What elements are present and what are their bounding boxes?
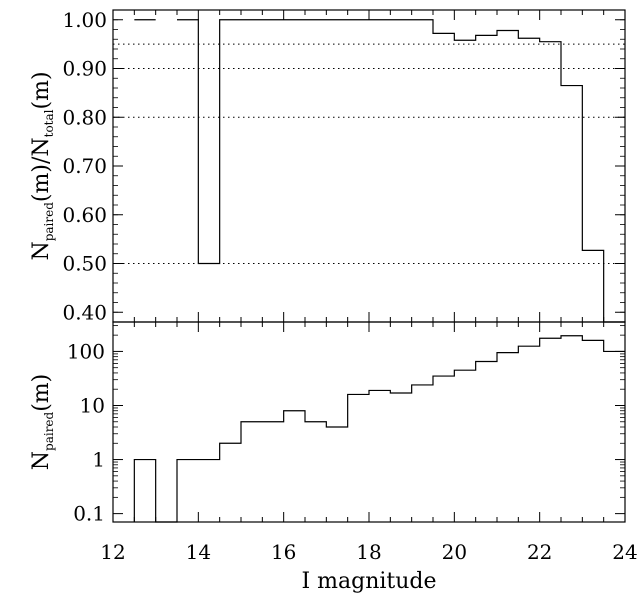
top-step-line (134, 19, 625, 323)
bottom-ytick-label: 0.1 (73, 502, 105, 526)
bottom-plot-frame (112, 321, 626, 523)
top-y-ticks: 0.40 0.50 0.60 0.70 0.80 0.90 1.00 (62, 8, 625, 324)
top-y-axis-label: Npaired(m)/Ntotal(m) (29, 71, 56, 260)
top-reference-lines (113, 43, 625, 264)
bottom-ylabel-end: (m) (29, 374, 54, 412)
bottom-xtick-label: 24 (612, 540, 637, 564)
top-ylabel-sub2: total (42, 109, 56, 137)
top-x-ticks (112, 10, 626, 322)
bottom-ylabel-main: N (29, 451, 54, 470)
bottom-panel: 0.1 1 10 100 12 14 16 18 20 22 24 Npaired(m) I ma… (29, 321, 638, 594)
top-ytick-label: 0.70 (62, 154, 107, 178)
top-ytick-label: 0.80 (62, 105, 107, 129)
top-ytick-label: 0.60 (62, 203, 107, 227)
top-ytick-label: 0.40 (62, 300, 107, 324)
bottom-xtick-label: 14 (186, 540, 211, 564)
bottom-ytick-label: 100 (67, 339, 105, 363)
bottom-ylabel-sub: paired (42, 411, 56, 451)
x-axis-label: I magnitude (301, 569, 436, 594)
top-ylabel-main: N (29, 241, 54, 260)
top-panel: 0.40 0.50 0.60 0.70 0.80 0.90 1.00 Npaired(m)/… (29, 8, 626, 324)
bottom-xtick-label: 20 (442, 540, 467, 564)
top-ytick-label: 0.90 (62, 57, 107, 81)
bottom-xtick-label: 16 (271, 540, 296, 564)
bottom-ytick-label: 10 (80, 393, 105, 417)
bottom-ytick-label: 1 (92, 448, 105, 472)
top-plot-frame (112, 9, 626, 323)
bottom-xtick-label: 22 (527, 540, 552, 564)
bottom-y-axis-label: Npaired(m) (29, 374, 56, 470)
bottom-step-line (133, 335, 625, 523)
bottom-x-ticks: 12 14 16 18 20 22 24 (100, 322, 638, 564)
bottom-xtick-label: 12 (100, 540, 125, 564)
top-ylabel-mid: (m)/N (29, 137, 54, 202)
top-ylabel-sub1: paired (42, 202, 56, 242)
bottom-y-ticks: 0.1 1 10 100 (67, 325, 625, 526)
top-ytick-label: 1.00 (62, 8, 107, 32)
top-ylabel-end: (m) (29, 71, 54, 109)
bottom-xtick-label: 18 (356, 540, 381, 564)
top-ytick-label: 0.50 (62, 252, 107, 276)
